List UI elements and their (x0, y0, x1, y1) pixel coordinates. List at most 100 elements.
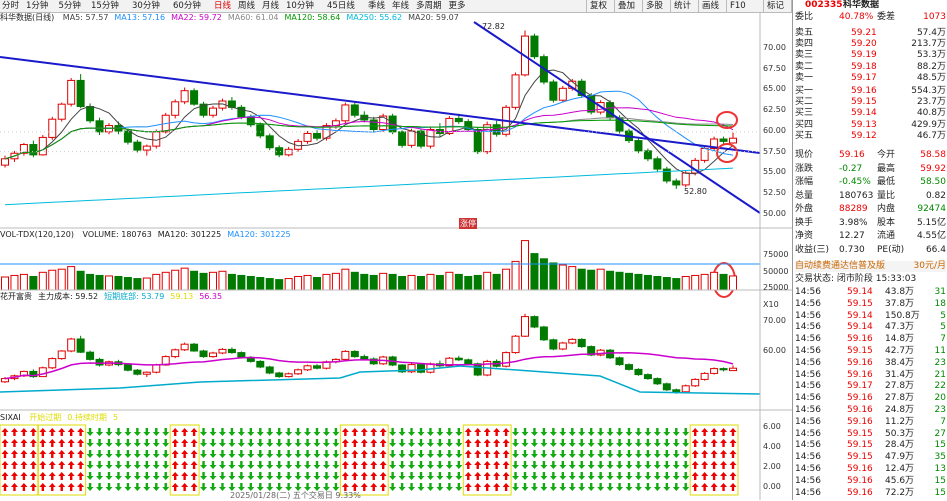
period-tab[interactable]: 5分钟 (58, 1, 81, 11)
signal-down-arrow (313, 450, 321, 458)
period-tab[interactable]: 周线 (238, 1, 256, 11)
cost-candle-body (369, 358, 378, 365)
signal-up-arrow (379, 472, 387, 480)
tick-row: 14:56 59.14 150.8万 5 (795, 311, 946, 322)
signal-down-arrow (313, 439, 321, 447)
signal-up-arrow (58, 450, 66, 458)
volume-bar (435, 274, 444, 291)
signal-down-arrow (218, 450, 226, 458)
quote-panel: 002335 科华数据 委比 40.78% 委差 1073 卖五 59.21 57.… (792, 0, 947, 500)
cost-legend: 主力成本: 59.52 (38, 292, 99, 301)
tick-time: 14:56 (795, 369, 821, 380)
toolbar-button[interactable]: 统计 (670, 0, 694, 12)
signal-down-arrow (644, 461, 652, 469)
signal-up-arrow (370, 439, 378, 447)
volume-bar (180, 267, 189, 291)
signal-down-arrow (559, 472, 567, 480)
signal-down-arrow (426, 461, 434, 469)
toolbar-button[interactable]: 复权 (586, 0, 610, 12)
volume-bar (114, 275, 123, 291)
signal-down-arrow (417, 461, 425, 469)
signal-down-arrow (408, 472, 416, 480)
ma-legend: MA120: 58.64 (284, 13, 341, 22)
stat-value: 4.55亿 (916, 231, 946, 241)
axis-tick-label: 57.50 (763, 146, 786, 156)
period-tab[interactable]: 10分钟 (286, 1, 314, 11)
toolbar-button[interactable]: 画线 (698, 0, 722, 12)
period-tab[interactable]: 日线 (214, 1, 232, 11)
cost-legend: 56.35 (199, 292, 223, 301)
ask-level: 卖四 (795, 39, 814, 50)
volume-title: VOL-TDX(120,120) (0, 230, 74, 239)
period-tab[interactable]: 30分钟 (132, 1, 160, 11)
signal-down-arrow (663, 439, 671, 447)
signal-down-arrow (228, 461, 236, 469)
signal-down-arrow (426, 483, 434, 491)
signal-down-arrow (597, 439, 605, 447)
signal-up-arrow (1, 439, 9, 447)
signal-down-arrow (162, 472, 170, 480)
signal-down-arrow (247, 461, 255, 469)
cost-candle-body (568, 338, 577, 344)
signal-up-arrow (341, 472, 349, 480)
tick-row: 14:56 59.16 45.6万 15 (795, 476, 946, 487)
period-tab[interactable]: 季线 (368, 1, 386, 11)
period-tab[interactable]: 15分钟 (91, 1, 119, 11)
tick-time: 14:56 (795, 357, 821, 368)
cost-candle-body (57, 350, 66, 360)
tick-time: 14:56 (795, 440, 821, 451)
signal-down-arrow (521, 439, 529, 447)
tick-price: 59.15 (847, 346, 873, 356)
signal-down-arrow (455, 450, 463, 458)
candle-body (133, 141, 142, 151)
period-tab[interactable]: 多周期 (416, 1, 442, 11)
signal-down-arrow (672, 461, 680, 469)
signal-down-arrow (578, 439, 586, 447)
period-tab[interactable]: 年线 (392, 1, 410, 11)
signal-down-arrow (606, 439, 614, 447)
period-tab[interactable]: 更多 (448, 1, 466, 11)
toolbar-button[interactable]: 多股 (642, 0, 666, 12)
bid-level: 买三 (795, 108, 814, 119)
signal-down-arrow (133, 483, 141, 491)
period-tab[interactable]: 60分钟 (173, 1, 201, 11)
bid-price: 59.14 (851, 108, 877, 119)
tick-count: 15 (934, 440, 946, 451)
volume-bar (284, 278, 293, 291)
candle-body (38, 136, 47, 156)
signal-down-arrow (426, 428, 434, 436)
stock-name-right: 科华数据 (843, 0, 880, 10)
signal-down-arrow (549, 450, 557, 458)
period-tab[interactable]: 1分钟 (26, 1, 49, 11)
period-tab[interactable]: 45日线 (327, 1, 355, 11)
volume-bar (152, 273, 161, 291)
volume-bar (133, 278, 142, 291)
tick-volume: 37.8万 (885, 298, 915, 309)
signal-down-arrow (398, 439, 406, 447)
ask-level: 卖三 (795, 50, 814, 61)
toolbar-button[interactable]: F10 (726, 0, 749, 12)
cost-candle-body (350, 350, 359, 358)
signal-down-arrow (634, 472, 642, 480)
stat-value: 3.98% (839, 217, 868, 228)
candle-body (577, 80, 586, 96)
tick-row: 14:56 59.16 31.4万 21 (795, 370, 946, 381)
candle-body (653, 158, 662, 170)
cost-candle-body (549, 339, 558, 350)
toolbar-button[interactable]: 标记 (763, 0, 787, 12)
signal-down-arrow (285, 450, 293, 458)
signal-down-arrow (294, 483, 302, 491)
period-tab[interactable]: 月线 (262, 1, 280, 11)
tick-price: 59.15 (847, 452, 873, 463)
tick-volume: 31.4万 (885, 369, 915, 380)
signal-down-arrow (247, 472, 255, 480)
toolbar-button[interactable]: 叠加 (614, 0, 638, 12)
signal-up-arrow (502, 428, 510, 436)
promo-banner[interactable]: 自动续费通达信普及版 30元/月 (795, 261, 946, 272)
axis-tick-label: 65.00 (763, 84, 786, 94)
tick-time: 14:56 (795, 405, 821, 415)
tick-time: 14:56 (795, 298, 821, 309)
volume-bar (445, 271, 454, 291)
signal-down-arrow (530, 461, 538, 469)
period-tab[interactable]: 分时 (2, 1, 20, 11)
